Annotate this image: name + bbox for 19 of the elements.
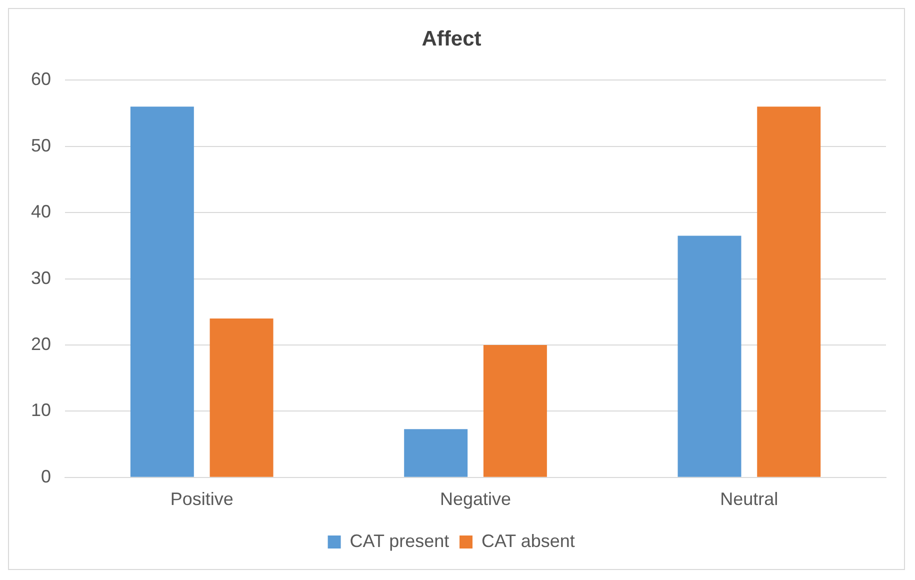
bar [483,345,547,477]
bar [404,429,468,477]
chart-title: Affect [422,27,482,50]
y-tick-label: 10 [30,400,52,420]
y-tick-label: 60 [30,69,52,90]
bar [678,236,742,477]
legend-label: CAT absent [481,530,575,551]
bar [130,106,194,477]
legend-label: CAT present [350,530,450,551]
y-tick-label: 50 [30,135,52,156]
y-tick-label: 30 [30,268,52,288]
y-tick-label: 40 [30,202,52,222]
bar [757,106,821,477]
x-tick-label: Negative [440,489,512,510]
y-tick-label: 20 [30,334,52,354]
bar [210,318,274,477]
y-tick-label: 0 [41,466,52,486]
x-tick-label: Positive [170,489,234,510]
x-tick-label: Neutral [720,489,778,510]
